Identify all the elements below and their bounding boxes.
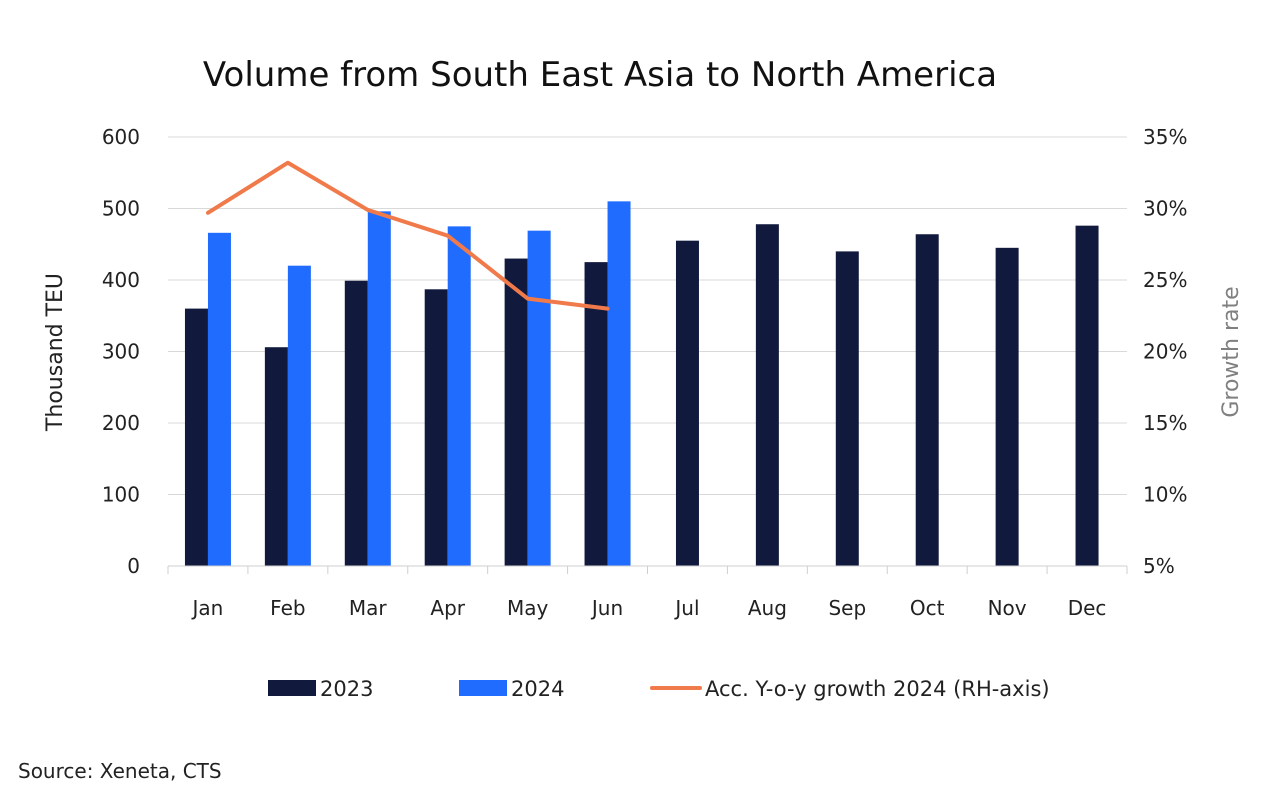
- legend-swatch-2023: [268, 680, 316, 696]
- bar-2023-jul: [675, 240, 699, 567]
- bar-2024-jun: [607, 201, 631, 566]
- legend-label-2023: 2023: [320, 677, 373, 701]
- left-axis-title: Thousand TEU: [43, 273, 68, 432]
- right-tick-label: 35%: [1143, 125, 1187, 149]
- bar-2023-jan: [184, 308, 208, 566]
- left-tick-label: 0: [127, 554, 140, 578]
- right-axis-ticks: 5% 10% 15% 20% 25% 30% 35%: [1143, 125, 1187, 578]
- x-tick-label: Jan: [191, 596, 224, 620]
- right-axis-title: Growth rate: [1219, 286, 1244, 417]
- bar-2023-oct: [915, 234, 939, 567]
- bar-2024-mar: [367, 211, 391, 567]
- chart-title: Volume from South East Asia to North Ame…: [203, 55, 997, 95]
- x-tick-label: Mar: [349, 596, 388, 620]
- right-tick-label: 30%: [1143, 197, 1187, 221]
- bar-2023-jun: [584, 262, 608, 566]
- bar-2024-feb: [287, 265, 311, 566]
- x-tick-label: Sep: [828, 596, 866, 620]
- right-tick-label: 5%: [1143, 554, 1175, 578]
- left-axis-ticks: 0 100 200 300 400 500 600: [102, 125, 140, 578]
- right-tick-label: 15%: [1143, 411, 1187, 435]
- x-tick-label: Apr: [430, 596, 465, 620]
- x-tick-label: May: [507, 596, 549, 620]
- source-note: Source: Xeneta, CTS: [18, 759, 222, 783]
- right-tick-label: 20%: [1143, 340, 1187, 364]
- legend-swatch-2024: [459, 680, 507, 696]
- x-tick-label: Aug: [748, 596, 787, 620]
- x-tick-label: Oct: [910, 596, 945, 620]
- growth-line: [205, 160, 610, 311]
- bar-2024-may: [527, 230, 551, 567]
- bar-2024-jan: [207, 232, 231, 566]
- bar-2023-feb: [264, 347, 288, 566]
- x-tick-label: Jun: [590, 596, 623, 620]
- left-tick-label: 200: [102, 411, 140, 435]
- left-tick-label: 100: [102, 483, 140, 507]
- growth-line-layer: [205, 160, 610, 311]
- x-tick-label: Jul: [673, 596, 699, 620]
- legend-label-2024: 2024: [511, 677, 564, 701]
- legend: 2023 2024 Acc. Y-o-y growth 2024 (RH-axis): [268, 677, 1050, 701]
- x-tick-label: Nov: [988, 596, 1027, 620]
- bar-2023-dec: [1075, 225, 1099, 566]
- bars: [184, 201, 1099, 567]
- legend-label-growth: Acc. Y-o-y growth 2024 (RH-axis): [705, 677, 1050, 701]
- left-tick-label: 500: [102, 197, 140, 221]
- x-axis: Jan Feb Mar Apr May Jun Jul Aug Sep Oct Nov Dec: [167, 565, 1128, 620]
- bar-2023-mar: [344, 280, 368, 566]
- bar-2023-may: [504, 258, 528, 566]
- left-tick-label: 400: [102, 268, 140, 292]
- x-tick-label: Feb: [270, 596, 305, 620]
- bar-2023-aug: [755, 224, 779, 567]
- x-tick-label: Dec: [1068, 596, 1107, 620]
- bar-2024-apr: [447, 226, 471, 566]
- left-tick-label: 600: [102, 125, 140, 149]
- gridlines: [168, 136, 1127, 495]
- right-tick-label: 25%: [1143, 268, 1187, 292]
- left-tick-label: 300: [102, 340, 140, 364]
- bar-2023-nov: [995, 247, 1019, 566]
- right-tick-label: 10%: [1143, 483, 1187, 507]
- bar-2023-sep: [835, 251, 859, 566]
- bar-2023-apr: [424, 289, 448, 566]
